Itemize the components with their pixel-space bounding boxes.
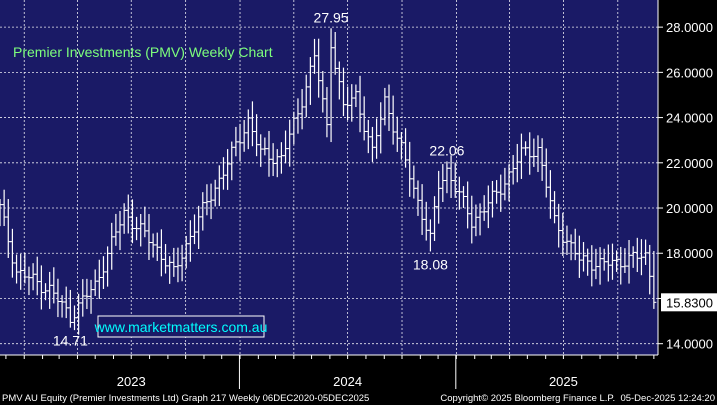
x-tick-label: 2024 <box>333 374 362 389</box>
chart-title: Premier Investments (PMV) Weekly Chart <box>13 44 273 60</box>
watermark-border <box>97 315 265 338</box>
price-annotation: 18.08 <box>413 256 448 272</box>
footer-background <box>0 389 717 405</box>
annotations: 14.71 27.95 18.08 22.06 <box>53 9 465 348</box>
x-axis-band <box>0 355 717 389</box>
y-tick-label: 22.0000 <box>666 156 713 171</box>
watermark-box: www.marketmatters.com.au <box>94 315 268 338</box>
last-price-tag: 15.8300 <box>661 293 717 312</box>
watermark-text: www.marketmatters.com.au <box>94 319 268 335</box>
y-tick-label: 24.0000 <box>666 111 713 126</box>
footer-bar: PMV AU Equity (Premier Investments Ltd) … <box>0 389 717 405</box>
x-axis: 2023 2024 2025 <box>0 354 717 389</box>
x-tick-label: 2025 <box>549 374 578 389</box>
price-bars <box>0 28 657 335</box>
y-tick-label: 28.0000 <box>666 20 713 35</box>
last-price-value: 15.8300 <box>666 295 713 310</box>
price-annotation: 27.95 <box>314 9 349 25</box>
y-tick-label: 18.0000 <box>666 246 713 261</box>
price-annotation: 14.71 <box>53 333 88 349</box>
footer-copyright-text: Copyright© 2025 Bloomberg Finance L.P. 0… <box>440 393 715 404</box>
y-tick-label: 26.0000 <box>666 65 713 80</box>
footer-source-text: PMV AU Equity (Premier Investments Ltd) … <box>2 393 369 404</box>
price-annotation: 22.06 <box>429 142 464 158</box>
plot-background <box>0 0 658 355</box>
last-price-box <box>661 293 717 312</box>
y-tick-label: 20.0000 <box>666 201 713 216</box>
x-tick-label: 2023 <box>117 374 146 389</box>
grid-lines <box>0 0 658 355</box>
y-tick-label: 14.0000 <box>666 337 713 352</box>
